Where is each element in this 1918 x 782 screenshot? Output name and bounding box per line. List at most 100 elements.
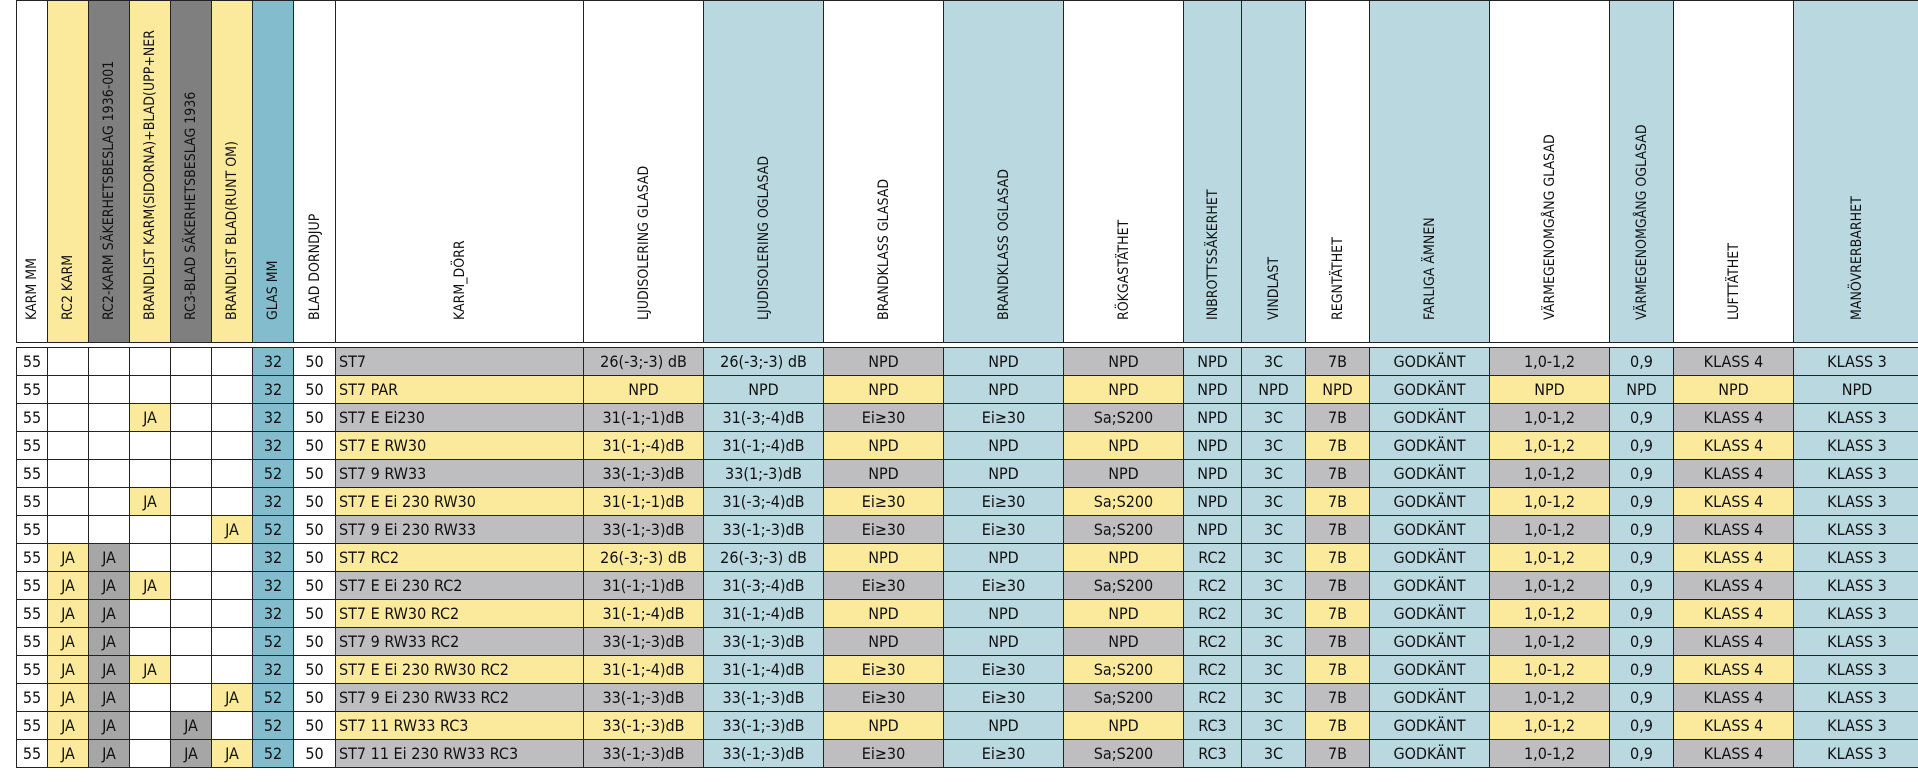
cell-vg[interactable]: 1,0-1,2 bbox=[1489, 487, 1610, 516]
cell-inb[interactable]: NPD bbox=[1183, 375, 1242, 404]
cell-glas[interactable]: 32 bbox=[252, 431, 294, 460]
cell-glas[interactable]: 52 bbox=[252, 459, 294, 488]
cell-luft[interactable]: KLASS 4 bbox=[1673, 543, 1794, 572]
cell-regn[interactable]: 7B bbox=[1305, 431, 1370, 460]
cell-vind[interactable]: 3C bbox=[1241, 683, 1306, 712]
cell-bl[interactable] bbox=[129, 627, 171, 656]
cell-name[interactable]: ST7 E RW30 RC2 bbox=[335, 599, 584, 628]
cell-luft[interactable]: KLASS 4 bbox=[1673, 683, 1794, 712]
cell-bl[interactable] bbox=[129, 599, 171, 628]
cell-lg[interactable]: NPD bbox=[583, 375, 704, 404]
cell-glas[interactable]: 32 bbox=[252, 347, 294, 376]
cell-dorn[interactable]: 50 bbox=[293, 375, 336, 404]
header-farliga-amnen[interactable]: FARLIGA ÄMNEN bbox=[1369, 0, 1490, 343]
cell-glas[interactable]: 32 bbox=[252, 543, 294, 572]
cell-man[interactable]: KLASS 3 bbox=[1793, 711, 1918, 740]
cell-rc3[interactable]: JA bbox=[170, 711, 212, 740]
cell-far[interactable]: GODKÄNT bbox=[1369, 459, 1490, 488]
header-vindlast[interactable]: VINDLAST bbox=[1241, 0, 1306, 343]
cell-inb[interactable]: RC2 bbox=[1183, 571, 1242, 600]
header-regntathet[interactable]: REGNTÄTHET bbox=[1305, 0, 1370, 343]
cell-karm[interactable]: 55 bbox=[16, 627, 48, 656]
cell-vind[interactable]: 3C bbox=[1241, 543, 1306, 572]
cell-dorn[interactable]: 50 bbox=[293, 487, 336, 516]
cell-karm[interactable]: 55 bbox=[16, 543, 48, 572]
cell-vg[interactable]: 1,0-1,2 bbox=[1489, 515, 1610, 544]
cell-man[interactable]: KLASS 3 bbox=[1793, 459, 1918, 488]
cell-rok[interactable]: Sa;S200 bbox=[1063, 683, 1184, 712]
cell-bg[interactable]: Ei≥30 bbox=[823, 571, 944, 600]
cell-karm[interactable]: 55 bbox=[16, 375, 48, 404]
cell-lg[interactable]: 33(-1;-3)dB bbox=[583, 711, 704, 740]
cell-inb[interactable]: NPD bbox=[1183, 347, 1242, 376]
cell-lg[interactable]: 31(-1;-1)dB bbox=[583, 403, 704, 432]
cell-rc3[interactable] bbox=[170, 403, 212, 432]
cell-dorn[interactable]: 50 bbox=[293, 543, 336, 572]
cell-vo[interactable]: 0,9 bbox=[1609, 599, 1674, 628]
cell-regn[interactable]: NPD bbox=[1305, 375, 1370, 404]
cell-blr[interactable] bbox=[211, 375, 253, 404]
cell-bo[interactable]: Ei≥30 bbox=[943, 515, 1064, 544]
cell-lo[interactable]: 31(-1;-4)dB bbox=[703, 655, 824, 684]
cell-rc3[interactable] bbox=[170, 347, 212, 376]
cell-far[interactable]: GODKÄNT bbox=[1369, 571, 1490, 600]
header-rc2-karm[interactable]: RC2 KARM bbox=[47, 0, 89, 343]
cell-karm[interactable]: 55 bbox=[16, 571, 48, 600]
cell-man[interactable]: KLASS 3 bbox=[1793, 347, 1918, 376]
cell-rok[interactable]: Sa;S200 bbox=[1063, 571, 1184, 600]
cell-glas[interactable]: 32 bbox=[252, 375, 294, 404]
cell-bg[interactable]: NPD bbox=[823, 627, 944, 656]
cell-rc2b[interactable] bbox=[88, 347, 130, 376]
cell-vind[interactable]: 3C bbox=[1241, 711, 1306, 740]
cell-rok[interactable]: NPD bbox=[1063, 375, 1184, 404]
cell-vind[interactable]: 3C bbox=[1241, 599, 1306, 628]
cell-regn[interactable]: 7B bbox=[1305, 683, 1370, 712]
cell-glas[interactable]: 32 bbox=[252, 487, 294, 516]
cell-dorn[interactable]: 50 bbox=[293, 403, 336, 432]
cell-karm[interactable]: 55 bbox=[16, 683, 48, 712]
cell-rc2b[interactable] bbox=[88, 375, 130, 404]
cell-far[interactable]: GODKÄNT bbox=[1369, 487, 1490, 516]
cell-far[interactable]: GODKÄNT bbox=[1369, 683, 1490, 712]
cell-inb[interactable]: RC2 bbox=[1183, 655, 1242, 684]
cell-karm[interactable]: 55 bbox=[16, 655, 48, 684]
cell-bg[interactable]: Ei≥30 bbox=[823, 683, 944, 712]
cell-lg[interactable]: 33(-1;-3)dB bbox=[583, 515, 704, 544]
cell-vg[interactable]: 1,0-1,2 bbox=[1489, 655, 1610, 684]
cell-karm[interactable]: 55 bbox=[16, 711, 48, 740]
cell-vo[interactable]: 0,9 bbox=[1609, 739, 1674, 768]
table-row[interactable]: 55 52 50 ST7 9 RW33 33(-1;-3)dB 33(1;-3)dB NPD… bbox=[16, 459, 1918, 488]
cell-bo[interactable]: NPD bbox=[943, 431, 1064, 460]
cell-rc3[interactable] bbox=[170, 627, 212, 656]
cell-luft[interactable]: KLASS 4 bbox=[1673, 431, 1794, 460]
cell-rc2b[interactable] bbox=[88, 459, 130, 488]
cell-name[interactable]: ST7 9 Ei 230 RW33 RC2 bbox=[335, 683, 584, 712]
cell-rc3[interactable] bbox=[170, 543, 212, 572]
cell-vg[interactable]: 1,0-1,2 bbox=[1489, 459, 1610, 488]
table-row[interactable]: 55 32 50 ST7 26(-3;-3) dB 26(-3;-3) dB NPD NPD N… bbox=[16, 347, 1918, 376]
cell-name[interactable]: ST7 11 RW33 RC3 bbox=[335, 711, 584, 740]
cell-blr[interactable] bbox=[211, 627, 253, 656]
cell-man[interactable]: NPD bbox=[1793, 375, 1918, 404]
cell-rok[interactable]: NPD bbox=[1063, 627, 1184, 656]
cell-vo[interactable]: 0,9 bbox=[1609, 711, 1674, 740]
cell-dorn[interactable]: 50 bbox=[293, 711, 336, 740]
header-ljud-oglasad[interactable]: LJUDISOLERING OGLASAD bbox=[703, 0, 824, 343]
cell-glas[interactable]: 32 bbox=[252, 571, 294, 600]
cell-lo[interactable]: 26(-3;-3) dB bbox=[703, 543, 824, 572]
cell-glas[interactable]: 52 bbox=[252, 515, 294, 544]
cell-vo[interactable]: 0,9 bbox=[1609, 487, 1674, 516]
cell-glas[interactable]: 52 bbox=[252, 711, 294, 740]
cell-vg[interactable]: 1,0-1,2 bbox=[1489, 599, 1610, 628]
cell-man[interactable]: KLASS 3 bbox=[1793, 403, 1918, 432]
cell-rc2b[interactable]: JA bbox=[88, 627, 130, 656]
cell-rc2[interactable] bbox=[47, 403, 89, 432]
cell-bg[interactable]: NPD bbox=[823, 711, 944, 740]
table-row[interactable]: 55 32 50 ST7 PAR NPD NPD NPD NPD NPD NPD NPD NPD GOD… bbox=[16, 375, 1918, 404]
table-row[interactable]: 55 JA JA JA JA 52 50 ST7 11 Ei 230 RW33 RC3 33(-… bbox=[16, 739, 1918, 768]
cell-vg[interactable]: 1,0-1,2 bbox=[1489, 403, 1610, 432]
cell-lg[interactable]: 31(-1;-1)dB bbox=[583, 487, 704, 516]
header-lufttathet[interactable]: LUFTTÄTHET bbox=[1673, 0, 1794, 343]
cell-lo[interactable]: 31(-1;-4)dB bbox=[703, 431, 824, 460]
header-inbrottssakerhet[interactable]: INBROTTSSÄKERHET bbox=[1183, 0, 1242, 343]
